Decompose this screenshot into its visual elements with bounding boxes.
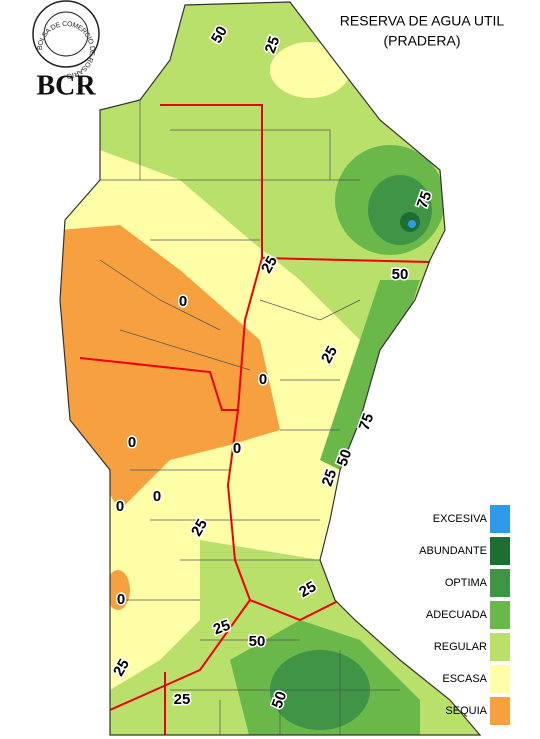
legend-label: ABUNDANTE <box>419 545 487 557</box>
zone-optima <box>368 175 432 245</box>
legend-label: ESCASA <box>442 673 487 685</box>
title: RESERVA DE AGUA UTIL <box>340 13 505 29</box>
contour-label: 0 <box>116 498 124 515</box>
legend-label: REGULAR <box>434 641 487 653</box>
contour-label: 0 <box>259 371 267 388</box>
contour-label: 25 <box>174 691 191 708</box>
legend-label: EXCESIVA <box>433 513 488 525</box>
district-lines <box>99 100 400 735</box>
legend-swatch <box>490 697 510 725</box>
logo-inner <box>43 11 89 57</box>
legend-swatch <box>490 665 510 693</box>
zone-adecuada <box>320 280 420 470</box>
zone-escasa <box>270 42 350 98</box>
legend-label: ADECUADA <box>426 609 488 621</box>
contour-label: 0 <box>117 591 125 608</box>
logo-ring <box>32 0 100 68</box>
contour-label: 50 <box>249 633 266 650</box>
legend-swatch <box>490 633 510 661</box>
zone-excesiva <box>408 220 416 228</box>
contour-label: 0 <box>233 440 241 457</box>
legend: EXCESIVA ABUNDANTE OPTIMA ADECUADA REGULAR ES… <box>419 505 510 725</box>
legend-swatch <box>490 505 510 533</box>
contour-label: 25 <box>318 343 341 366</box>
contour-label: 0 <box>153 488 161 505</box>
legend-swatch <box>490 569 510 597</box>
province-outline <box>59 1 482 736</box>
logo-text: BCR <box>36 70 96 101</box>
contour-label: 0 <box>128 434 136 451</box>
logo: BOLSA DE COMERCIO DE ROSARIO BCR <box>32 0 100 101</box>
department-borders <box>79 104 431 735</box>
contour-label: 50 <box>392 266 409 283</box>
legend-swatch <box>490 537 510 565</box>
subtitle: (PRADERA) <box>383 33 460 49</box>
legend-label: SEQUIA <box>445 705 487 717</box>
contour-label: 0 <box>179 293 187 310</box>
legend-label: OPTIMA <box>445 577 488 589</box>
legend-swatch <box>490 601 510 629</box>
